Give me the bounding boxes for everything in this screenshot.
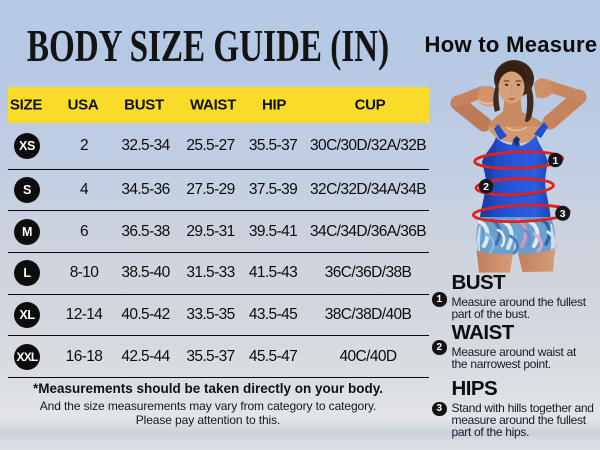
svg-text:2: 2	[483, 181, 489, 193]
svg-text:3: 3	[560, 208, 566, 220]
svg-text:1: 1	[552, 155, 558, 167]
